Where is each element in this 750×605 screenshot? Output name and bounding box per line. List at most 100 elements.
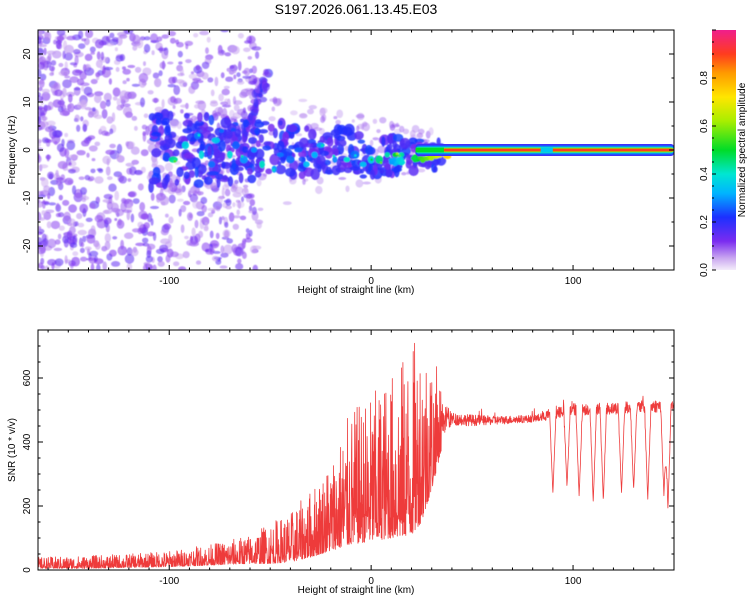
spectrogram-blob xyxy=(244,40,251,44)
spectrogram-blob xyxy=(248,209,254,214)
spectrogram-blob xyxy=(66,35,76,41)
spectrogram-blob xyxy=(94,176,104,184)
spectrogram-blob xyxy=(251,117,257,130)
colorbar-gradient xyxy=(712,30,736,270)
spectrogram-blob xyxy=(180,205,187,213)
spectrogram-blob xyxy=(178,61,183,65)
spectrogram-blob xyxy=(343,156,351,163)
spectrogram-blob xyxy=(207,77,214,83)
spectrogram-blob xyxy=(141,81,147,86)
spectrogram-blob xyxy=(336,109,344,119)
spectrogram-blob xyxy=(365,144,373,156)
spectrogram-blob xyxy=(244,88,254,92)
spectrogram-blob xyxy=(420,158,426,163)
spectrogram-blob xyxy=(188,85,196,95)
spectrogram-blob xyxy=(286,155,295,164)
spectrogram-blob xyxy=(100,51,105,61)
spectrogram-blob xyxy=(125,162,135,167)
spectrogram-blob xyxy=(58,62,64,68)
spectrogram-blob xyxy=(220,245,225,254)
spectrogram-blob xyxy=(216,177,221,188)
spectrogram-blob xyxy=(122,106,133,117)
colorbar-ticks: 0.0 0.2 0.4 0.6 0.8 xyxy=(699,29,716,277)
spectrogram-blob xyxy=(114,190,120,201)
spectrogram-x-axis-label: Height of straight line (km) xyxy=(298,285,415,296)
spectrogram-blob xyxy=(209,246,215,255)
spectrogram-blob xyxy=(102,199,112,203)
spectrogram-blob xyxy=(142,132,147,142)
spectrogram-blob xyxy=(226,150,233,159)
spectrogram-blob xyxy=(354,154,357,157)
spectrogram-blob xyxy=(232,141,240,150)
spectrogram-blob xyxy=(77,222,85,228)
spectrogram-blob xyxy=(94,93,102,104)
spectrogram-blob xyxy=(62,79,72,89)
spectrogram-blob xyxy=(72,251,79,257)
spectrogram-blob xyxy=(58,194,63,201)
spectrogram-blob xyxy=(257,93,263,98)
spectrogram-blob xyxy=(196,211,205,217)
spectrogram-blob xyxy=(223,85,230,89)
spectrogram-blob xyxy=(38,30,43,38)
spectrogram-blob xyxy=(98,168,104,173)
spectrogram-blob xyxy=(256,179,262,187)
spectrogram-blob xyxy=(105,99,111,107)
spectrogram-blob xyxy=(377,145,386,154)
spectrogram-blob xyxy=(317,164,322,173)
spectrogram-blob xyxy=(240,155,244,158)
spectrogram-blob xyxy=(233,74,237,80)
spectrogram-blob xyxy=(183,113,190,119)
spectrogram-blob xyxy=(298,98,308,103)
spectrogram-blob xyxy=(253,97,259,108)
spectrogram-blob xyxy=(119,90,129,100)
spectrogram-blob xyxy=(150,131,162,137)
spectrogram-blob xyxy=(205,248,210,253)
spectrogram-blob xyxy=(311,151,318,158)
spectrogram-blob xyxy=(224,52,232,57)
spectrogram-blob xyxy=(131,83,140,87)
spectrogram-blob xyxy=(69,226,76,235)
spectrogram-blob xyxy=(116,143,123,154)
spectrogram-blob xyxy=(201,72,209,80)
spectrogram-blob xyxy=(68,218,76,227)
spectrogram-blob xyxy=(112,87,121,97)
spectrogram-blob xyxy=(236,201,245,209)
spectrogram-blob xyxy=(326,137,334,147)
spectrogram-blob xyxy=(86,152,90,158)
spectrogram-blob xyxy=(177,50,183,58)
spectrogram-blob xyxy=(218,93,224,102)
spectrogram-blob xyxy=(76,150,86,156)
spectrogram-blob xyxy=(203,176,213,185)
spectrogram-blob xyxy=(188,170,195,178)
spectrogram-blob xyxy=(212,207,217,211)
spectrogram-blob xyxy=(248,80,257,85)
spectrogram-blob xyxy=(106,43,114,47)
spectrogram-blob xyxy=(38,226,42,230)
spectrogram-blob xyxy=(179,267,184,270)
spectrogram-blob xyxy=(52,130,62,138)
spectrogram-blob xyxy=(105,149,115,155)
spectrogram-blob xyxy=(150,205,159,210)
spectrogram-blob xyxy=(263,68,269,76)
spectrogram-blob xyxy=(62,87,67,98)
spectrogram-blob xyxy=(159,61,166,69)
spectrogram-blob xyxy=(64,255,68,265)
spectrogram-blob xyxy=(55,169,59,177)
spectrogram-blob xyxy=(178,80,188,88)
spectrogram-blob xyxy=(158,70,163,77)
spectrogram-blob xyxy=(294,147,303,153)
spectrogram-blob xyxy=(188,187,195,194)
spectrogram-blob xyxy=(96,51,101,60)
spectrogram-blob xyxy=(116,153,122,162)
spectrogram-blob xyxy=(134,66,142,73)
spectrogram-blob xyxy=(90,168,96,174)
spectrogram-blob xyxy=(74,114,80,123)
spectrogram-blob xyxy=(47,259,57,266)
spectrogram-blob xyxy=(152,72,160,79)
spectrogram-blob xyxy=(233,100,243,105)
spectrogram-blob xyxy=(68,154,79,159)
spectrogram-blob xyxy=(152,264,157,270)
spectrogram-blob xyxy=(81,241,85,248)
spectrogram-blob xyxy=(116,98,121,106)
spectrogram-blob xyxy=(62,40,68,51)
